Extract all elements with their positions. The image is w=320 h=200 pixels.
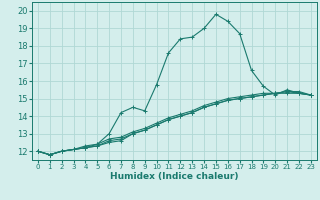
X-axis label: Humidex (Indice chaleur): Humidex (Indice chaleur) (110, 172, 239, 181)
